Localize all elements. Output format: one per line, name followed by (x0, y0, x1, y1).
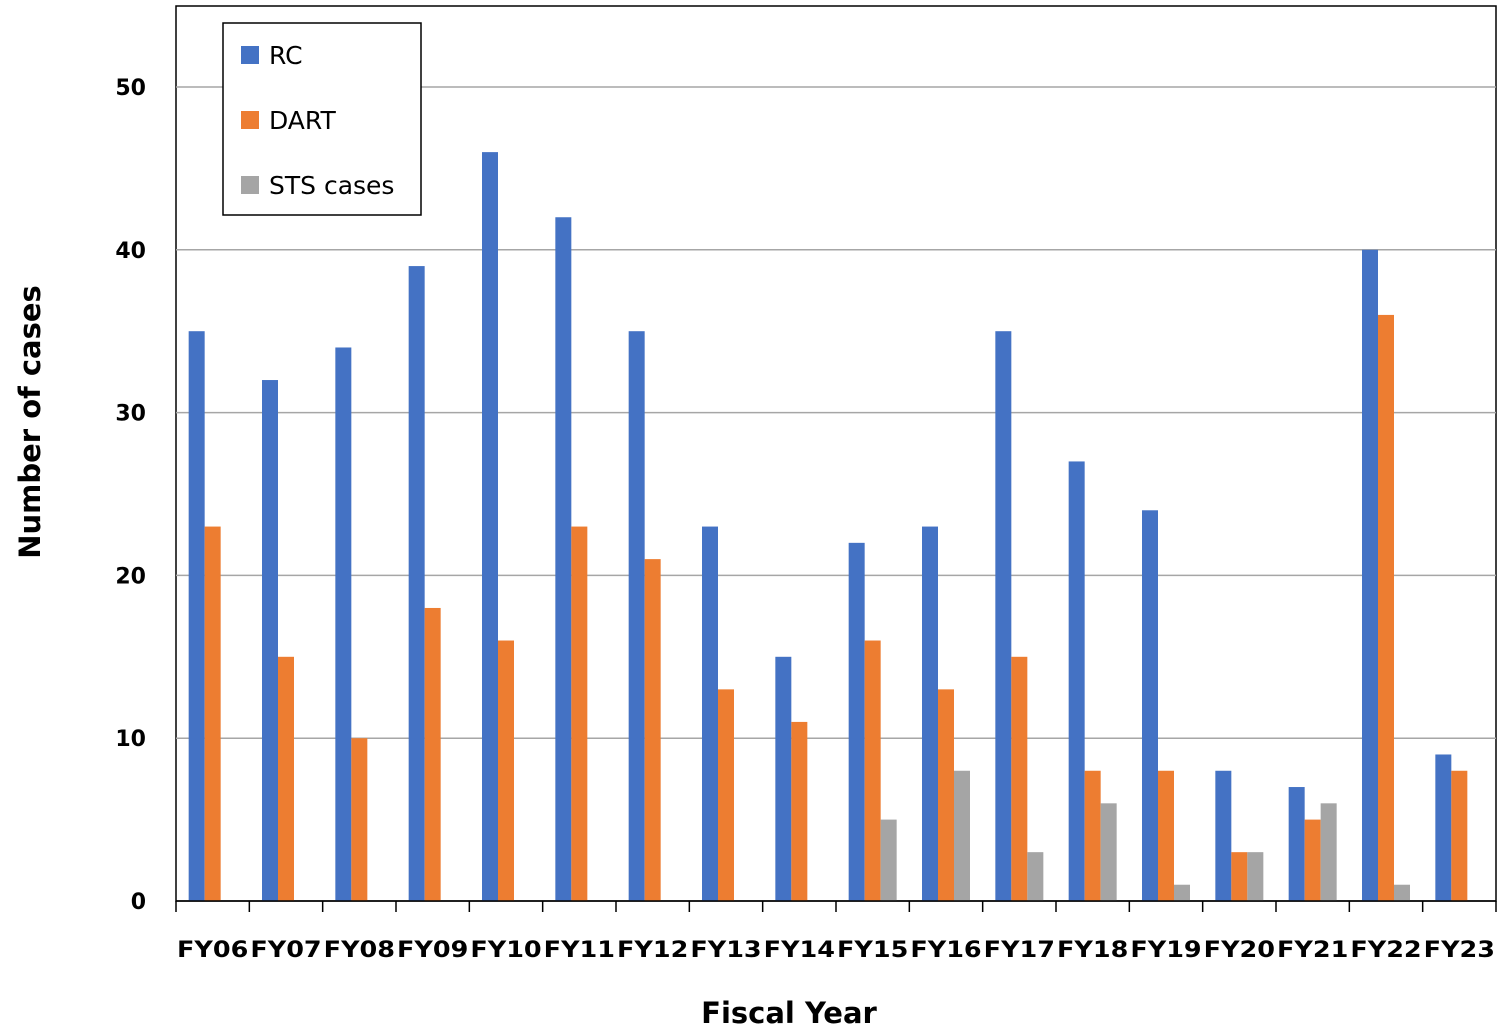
bar-sts-cases-fy18 (1100, 803, 1117, 901)
bar-sts-cases-fy15 (880, 819, 897, 901)
x-tick-label: FY20 (1204, 938, 1275, 963)
bar-dart-fy18 (1084, 770, 1101, 901)
x-tick-label: FY14 (764, 938, 835, 963)
bar-rc-fy23 (1435, 754, 1452, 901)
bar-rc-fy20 (1215, 770, 1232, 901)
bar-rc-fy19 (1142, 510, 1158, 901)
bar-dart-fy14 (791, 721, 808, 901)
bar-dart-fy19 (1158, 770, 1174, 901)
legend-label: STS cases (269, 171, 394, 200)
x-tick-label: FY06 (177, 938, 248, 963)
x-tick-label: FY11 (544, 938, 615, 963)
bar-rc-fy21 (1288, 787, 1305, 901)
bar-sts-cases-fy16 (954, 770, 970, 901)
bar-rc-fy22 (1362, 249, 1378, 902)
bar-sts-cases-fy21 (1320, 803, 1337, 901)
bar-sts-cases-fy22 (1394, 884, 1410, 901)
bar-rc-fy09 (408, 266, 425, 902)
bar-dart-fy07 (278, 656, 294, 901)
x-axis-ticks: FY06 FY07 FY08 FY09 FY10 FY11 FY12 FY13 FY14 FY15… (175, 901, 1497, 963)
bar-dart-fy12 (644, 559, 661, 901)
bar-dart-fy11 (571, 526, 588, 901)
x-tick-label: FY16 (910, 938, 981, 963)
bar-rc-fy18 (1068, 461, 1085, 901)
bar-dart-fy13 (718, 689, 734, 901)
bar-dart-fy06 (204, 526, 221, 901)
bar-rc-fy15 (848, 542, 865, 901)
bar-dart-fy08 (351, 738, 368, 901)
bar-dart-fy09 (424, 607, 441, 901)
bar-dart-fy21 (1304, 819, 1321, 901)
bar-sts-cases-fy20 (1247, 852, 1264, 901)
legend-swatch (241, 111, 259, 129)
bar-rc-fy17 (995, 331, 1012, 901)
y-tick-label: 40 (115, 239, 146, 264)
bars (188, 152, 1468, 902)
legend-label: DART (269, 106, 336, 135)
legend: RC DART STS cases (222, 22, 422, 216)
legend-label: RC (269, 41, 303, 70)
bar-rc-fy16 (922, 526, 938, 901)
bar-dart-fy16 (938, 689, 954, 901)
bar-rc-fy06 (188, 331, 205, 901)
legend-swatch (241, 46, 259, 64)
y-tick-label: 30 (115, 402, 146, 427)
bar-rc-fy11 (555, 217, 572, 902)
bar-dart-fy10 (498, 640, 514, 901)
bar-rc-fy08 (335, 347, 352, 902)
y-tick-label: 10 (115, 727, 146, 752)
x-tick-label: FY19 (1130, 938, 1201, 963)
x-tick-label: FY21 (1277, 938, 1348, 963)
bar-dart-fy17 (1011, 656, 1028, 901)
bar-rc-fy07 (262, 380, 278, 901)
y-tick-label: 20 (115, 564, 146, 589)
bar-rc-fy12 (628, 331, 645, 901)
x-tick-label: FY13 (690, 938, 761, 963)
bar-sts-cases-fy19 (1174, 884, 1190, 901)
x-tick-label: FY09 (397, 938, 468, 963)
legend-swatch (241, 176, 259, 194)
x-tick-label: FY10 (470, 938, 541, 963)
x-tick-label: FY12 (617, 938, 688, 963)
x-tick-label: FY17 (984, 938, 1055, 963)
x-tick-label: FY08 (324, 938, 395, 963)
bar-dart-fy20 (1231, 852, 1248, 901)
x-tick-label: FY23 (1424, 938, 1495, 963)
bar-dart-fy15 (864, 640, 881, 901)
bar-rc-fy14 (775, 656, 792, 901)
x-tick-label: FY22 (1350, 938, 1421, 963)
x-tick-label: FY15 (837, 938, 908, 963)
y-tick-label: 0 (131, 890, 146, 915)
x-axis-title: Fiscal Year (701, 996, 877, 1027)
bar-dart-fy22 (1378, 314, 1394, 901)
bar-sts-cases-fy17 (1027, 852, 1044, 901)
x-tick-label: FY07 (250, 938, 321, 963)
y-axis-title: Number of cases (13, 285, 47, 559)
y-tick-label: 50 (115, 76, 146, 101)
bar-rc-fy10 (482, 152, 498, 901)
bar-rc-fy13 (702, 526, 718, 901)
bar-dart-fy23 (1451, 770, 1468, 901)
x-tick-label: FY18 (1057, 938, 1128, 963)
y-axis-ticks: 0 10 20 30 40 50 (115, 76, 146, 915)
